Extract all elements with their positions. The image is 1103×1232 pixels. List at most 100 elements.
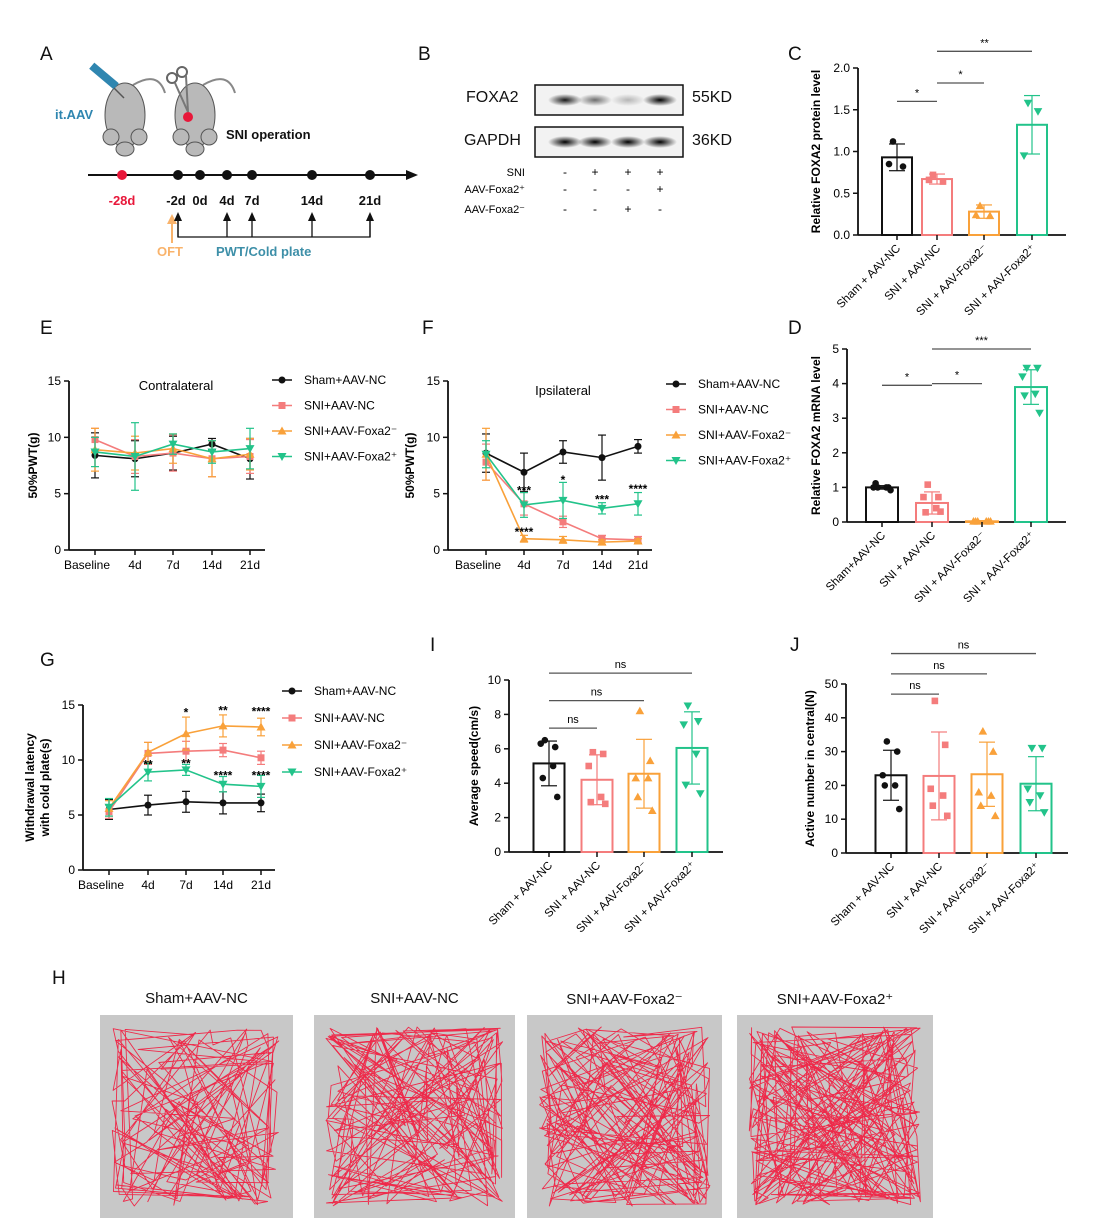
- y-tick-label: 5: [832, 342, 839, 356]
- legend-label: SNI+AAV-Foxa2⁺: [698, 454, 791, 468]
- data-point: [143, 768, 153, 777]
- timepoint-dot: [365, 170, 375, 180]
- blot-band: [611, 136, 645, 148]
- mouse-icon: [172, 78, 236, 157]
- timepoint-dot: [173, 170, 183, 180]
- data-point: [986, 791, 996, 799]
- condition-label: AAV-Foxa2⁺: [464, 184, 525, 196]
- data-point: [881, 782, 889, 789]
- legend-label: SNI+AAV-Foxa2⁻: [304, 424, 397, 438]
- data-point: [643, 773, 653, 782]
- data-point: [589, 748, 597, 756]
- bar-group-2: [970, 727, 1004, 854]
- x-tick-label: Sham+AAV-NC: [824, 530, 888, 594]
- oft-arrowhead: [167, 214, 177, 224]
- x-tick-label: 21d: [251, 878, 271, 892]
- bar: [1014, 386, 1048, 523]
- data-point: [986, 517, 995, 525]
- timepoint-dot: [222, 170, 232, 180]
- bar-group-0: [881, 138, 913, 236]
- data-point: [1037, 744, 1047, 753]
- blot-name-foxa2: FOXA2: [466, 89, 519, 106]
- data-point: [990, 811, 1000, 820]
- data-point: [974, 787, 984, 796]
- test-label: PWT/Cold plate: [216, 244, 312, 259]
- y-tick-label: 10: [825, 812, 839, 826]
- blot-band: [611, 94, 645, 106]
- y-tick-label: 50: [825, 677, 839, 691]
- significance-label: ****: [214, 768, 233, 782]
- bar-group-0: [874, 738, 908, 855]
- data-point: [481, 450, 491, 459]
- bar-group-2: [968, 201, 1000, 236]
- significance-label: *: [184, 706, 189, 720]
- bar-chart-c: 0.0 0.5 1.0 1.5 2.0 Relative FOXA2 protein le…: [809, 37, 1066, 318]
- y-tick-label: 15: [48, 374, 62, 388]
- movement-track: [325, 1026, 504, 1207]
- condition-value: -: [593, 202, 597, 216]
- western-blot: SNI - + + + AAV-Foxa2⁺ - - - + AAV-Foxa2⁻ - - + -: [464, 84, 684, 216]
- blot-band: [548, 136, 582, 148]
- data-point: [257, 754, 265, 762]
- legend-label: SNI+AAV-NC: [698, 403, 769, 417]
- mouse-tail: [132, 78, 166, 94]
- legend-marker: [672, 380, 680, 388]
- test-bracket: [177, 216, 371, 238]
- y-axis-label: 50%PWT(g): [26, 432, 40, 498]
- condition-value: -: [626, 182, 630, 196]
- x-tick-label: 14d: [213, 878, 233, 892]
- data-point: [891, 782, 899, 789]
- data-point: [1023, 99, 1033, 108]
- significance-label: **: [181, 756, 191, 770]
- x-tick-label: Baseline: [64, 558, 110, 572]
- mouse-ear: [130, 128, 148, 146]
- series-3: [104, 762, 266, 817]
- timepoint-label: 14d: [301, 193, 323, 208]
- data-point: [633, 792, 643, 801]
- syringe-icon: [89, 62, 125, 99]
- y-tick-label: 2.0: [833, 61, 850, 75]
- data-point: [257, 799, 265, 807]
- blot-size-gapdh: 36KD: [692, 132, 733, 149]
- y-tick-label: 0: [433, 543, 440, 557]
- data-point: [683, 702, 693, 711]
- y-tick-label: 0: [831, 846, 838, 860]
- condition-value: -: [563, 202, 567, 216]
- data-point: [219, 746, 227, 754]
- data-point: [889, 138, 897, 145]
- series-2: [481, 427, 643, 546]
- condition-value: -: [563, 165, 567, 179]
- mouse-ear: [102, 128, 120, 146]
- condition-value: +: [656, 165, 663, 179]
- data-point: [601, 800, 609, 808]
- y-axis-label: Relative FOXA2 mRNA level: [809, 356, 823, 515]
- injection-label: it.AAV: [55, 107, 94, 122]
- data-point: [635, 706, 645, 715]
- arena-3: [527, 1015, 722, 1218]
- legend-marker: [288, 687, 296, 695]
- legend-marker: [277, 453, 287, 461]
- data-point: [985, 211, 995, 220]
- data-point: [887, 486, 894, 494]
- data-point: [519, 501, 529, 510]
- x-tick-label: Baseline: [455, 558, 501, 572]
- legend-label: SNI+AAV-Foxa2⁻: [698, 428, 791, 442]
- y-tick-label: 0.5: [833, 186, 850, 200]
- data-point: [681, 781, 691, 790]
- y-tick-label: 2: [494, 811, 501, 825]
- timepoint-label: 0d: [192, 193, 207, 208]
- panel-label-f: F: [422, 318, 434, 339]
- legend-marker: [278, 376, 286, 384]
- x-tick-label: 7d: [556, 558, 569, 572]
- data-point: [90, 448, 100, 457]
- arena-title-4: SNI+AAV-Foxa2⁺: [776, 991, 894, 1008]
- y-tick-label: 2: [832, 446, 839, 460]
- series-3: [90, 422, 255, 491]
- data-point: [520, 468, 528, 476]
- arena-title-1: Sham+AAV-NC: [145, 990, 248, 1007]
- data-point: [181, 729, 191, 738]
- series-0: [105, 790, 265, 821]
- data-point: [559, 518, 567, 526]
- data-point: [207, 448, 217, 457]
- data-point: [922, 509, 929, 516]
